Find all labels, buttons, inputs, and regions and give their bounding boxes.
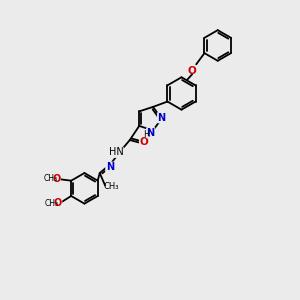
Text: O: O xyxy=(52,174,60,184)
Text: H: H xyxy=(143,130,150,139)
Text: O: O xyxy=(53,198,62,208)
Text: O: O xyxy=(188,66,197,76)
Text: N: N xyxy=(158,113,166,123)
Text: CH₃: CH₃ xyxy=(43,174,57,183)
Text: O: O xyxy=(140,137,148,147)
Text: HN: HN xyxy=(109,147,123,158)
Text: N: N xyxy=(106,162,114,172)
Text: CH₃: CH₃ xyxy=(104,182,119,191)
Text: N: N xyxy=(147,128,155,138)
Text: CH₃: CH₃ xyxy=(45,199,59,208)
